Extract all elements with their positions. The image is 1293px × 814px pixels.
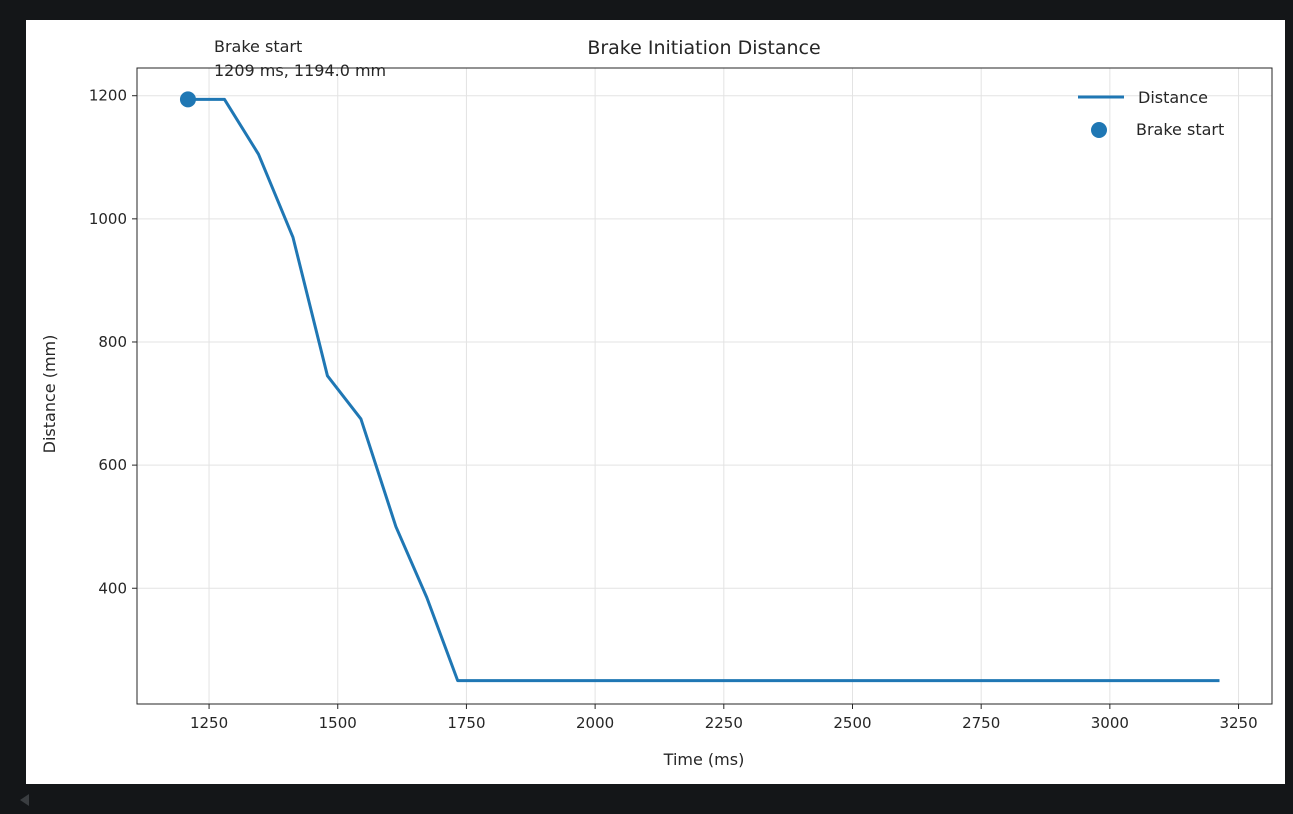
x-tick-label: 2500 <box>833 714 871 732</box>
y-tick-label: 1200 <box>89 87 127 105</box>
chart-figure: 1250 1500 1750 2000 2250 2500 2750 3000 3250 400 6… <box>26 20 1285 784</box>
brake-start-point <box>179 91 196 108</box>
series-line-distance <box>187 97 1220 683</box>
x-axis-label: Time (ms) <box>663 750 745 769</box>
legend-label-brake-start: Brake start <box>1136 120 1224 139</box>
x-tick-label: 3250 <box>1219 714 1257 732</box>
y-axis-label: Distance (mm) <box>40 335 59 454</box>
x-tick-label: 2250 <box>705 714 743 732</box>
y-tick-label: 800 <box>98 333 127 351</box>
y-tick-label: 600 <box>98 456 127 474</box>
x-tick-label: 1750 <box>447 714 485 732</box>
x-tick-label: 1500 <box>319 714 357 732</box>
x-tick-label: 3000 <box>1091 714 1129 732</box>
x-tick-label: 2750 <box>962 714 1000 732</box>
legend-label-distance: Distance <box>1138 88 1208 107</box>
scroll-left-arrow-icon[interactable] <box>20 794 29 806</box>
annotation-detail: 1209 ms, 1194.0 mm <box>214 61 386 80</box>
grid-layer <box>137 68 1272 704</box>
y-tick-label: 1000 <box>89 210 127 228</box>
series-layer <box>179 91 1220 683</box>
x-tick-label: 2000 <box>576 714 614 732</box>
y-tick-label: 400 <box>98 579 127 597</box>
legend: Distance Brake start <box>1078 88 1224 139</box>
chart-svg: 1250 1500 1750 2000 2250 2500 2750 3000 3250 400 6… <box>40 37 1273 769</box>
annotation-label: Brake start <box>214 37 302 56</box>
annotation-layer: Brake start 1209 ms, 1194.0 mm <box>214 37 386 80</box>
x-tick-label: 1250 <box>190 714 228 732</box>
legend-marker-swatch <box>1091 122 1107 138</box>
chart-title: Brake Initiation Distance <box>587 37 820 59</box>
plot-frame <box>136 67 1273 705</box>
tick-layer: 1250 1500 1750 2000 2250 2500 2750 3000 3250 400 6… <box>89 87 1258 732</box>
